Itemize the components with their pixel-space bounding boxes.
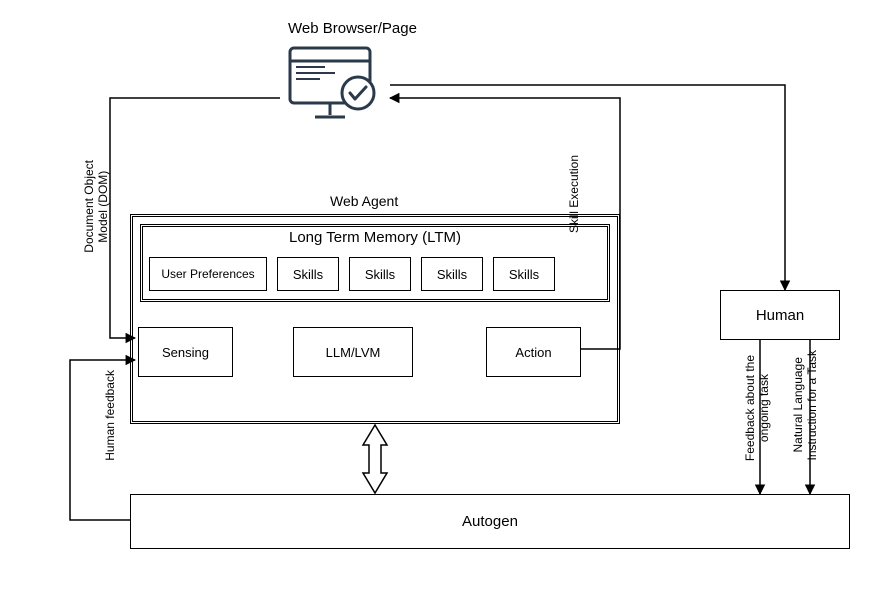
web-agent-container: Long Term Memory (LTM) User Preferences … — [130, 214, 620, 424]
edge-label-nl-instruction: Natural LanguageInstruction for a Task — [792, 350, 820, 461]
ltm-title: Long Term Memory (LTM) — [143, 229, 607, 246]
ltm-item-user-preferences: User Preferences — [149, 257, 267, 291]
ltm-item-skills-4: Skills — [493, 257, 555, 291]
edge-label-skill-execution: Skill Execution — [568, 155, 582, 233]
ltm-container: Long Term Memory (LTM) User Preferences … — [140, 224, 610, 302]
ltm-item-skills-3: Skills — [421, 257, 483, 291]
action-node: Action — [486, 327, 581, 377]
web-agent-title: Web Agent — [330, 193, 398, 209]
ltm-item-skills-1: Skills — [277, 257, 339, 291]
sensing-node: Sensing — [138, 327, 233, 377]
ltm-item-skills-2: Skills — [349, 257, 411, 291]
edge-label-human-feedback: Human feedback — [104, 370, 118, 461]
browser-icon — [280, 43, 390, 133]
human-node: Human — [720, 290, 840, 340]
browser-title: Web Browser/Page — [288, 20, 417, 37]
llm-node: LLM/LVM — [293, 327, 413, 377]
autogen-node: Autogen — [130, 494, 850, 549]
edge-label-dom: Document ObjectModel (DOM) — [83, 160, 111, 253]
edge-label-feedback-task: Feedback about theongoing task — [744, 355, 772, 461]
